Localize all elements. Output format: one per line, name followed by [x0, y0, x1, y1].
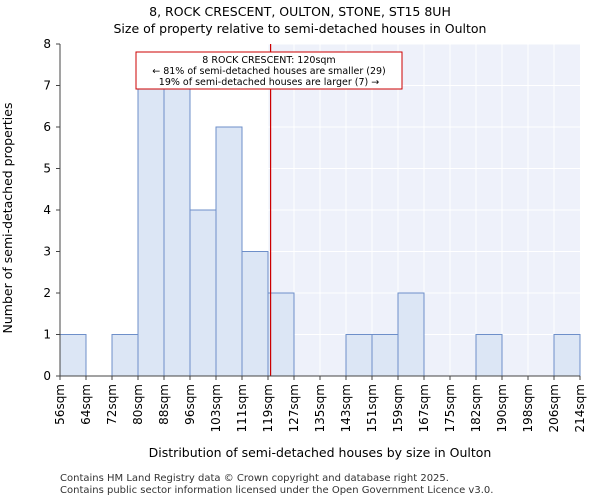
y-tick-label-1: 1 — [43, 328, 51, 342]
x-tick-label-167sqm: 167sqm — [417, 384, 431, 432]
x-tick-label-64sqm: 64sqm — [79, 384, 93, 425]
y-tick-label-4: 4 — [43, 203, 51, 217]
x-tick-label-198sqm: 198sqm — [521, 384, 535, 432]
bar-206sqm — [553, 334, 581, 377]
x-axis-label: Distribution of semi-detached houses by … — [149, 445, 492, 460]
bar-182sqm — [475, 334, 503, 377]
annotation-box — [135, 51, 403, 90]
y-tick-label-7: 7 — [43, 79, 51, 93]
y-tick-label-8: 8 — [43, 37, 51, 51]
x-tick-label-182sqm: 182sqm — [469, 384, 483, 432]
y-tick-label-3: 3 — [43, 245, 51, 259]
x-tick-label-80sqm: 80sqm — [131, 384, 145, 425]
bar-143sqm — [345, 334, 373, 377]
bar-96sqm — [189, 209, 217, 377]
y-tick-label-0: 0 — [43, 369, 51, 383]
bar-56sqm — [59, 334, 87, 377]
annotation-line-3: 19% of semi-detached houses are larger (… — [159, 77, 379, 88]
x-tick-label-127sqm: 127sqm — [287, 384, 301, 432]
bar-72sqm — [111, 334, 139, 377]
y-axis-label: Number of semi-detached properties — [0, 103, 15, 334]
bar-88sqm — [163, 85, 191, 377]
y-tick-label-2: 2 — [43, 286, 51, 300]
x-tick-label-135sqm: 135sqm — [313, 384, 327, 432]
x-tick-label-143sqm: 143sqm — [339, 384, 353, 432]
x-tick-label-56sqm: 56sqm — [53, 384, 67, 425]
x-tick-label-159sqm: 159sqm — [391, 384, 405, 432]
annotation-line-2: ← 81% of semi-detached houses are smalle… — [152, 66, 386, 77]
x-tick-label-214sqm: 214sqm — [573, 384, 587, 432]
x-tick-label-88sqm: 88sqm — [157, 384, 171, 425]
y-tick-label-5: 5 — [43, 162, 51, 176]
x-tick-label-96sqm: 96sqm — [183, 384, 197, 425]
chart-subtitle: Size of property relative to semi-detach… — [113, 21, 487, 36]
bar-159sqm — [397, 292, 425, 377]
x-tick-label-103sqm: 103sqm — [209, 384, 223, 432]
annotation-line-1: 8 ROCK CRESCENT: 120sqm — [202, 55, 335, 66]
bar-111sqm — [241, 251, 269, 377]
footer-licence: Contains public sector information licen… — [60, 485, 494, 496]
bar-80sqm — [137, 85, 165, 377]
chart-title: 8, ROCK CRESCENT, OULTON, STONE, ST15 8U… — [149, 4, 451, 19]
x-tick-label-151sqm: 151sqm — [365, 384, 379, 432]
x-tick-label-119sqm: 119sqm — [261, 384, 275, 432]
bar-119sqm — [267, 292, 295, 377]
y-tick-label-6: 6 — [43, 120, 51, 134]
x-tick-label-175sqm: 175sqm — [443, 384, 457, 432]
x-tick-label-190sqm: 190sqm — [495, 384, 509, 432]
x-tick-label-111sqm: 111sqm — [235, 384, 249, 432]
x-tick-label-72sqm: 72sqm — [105, 384, 119, 425]
footer-copyright: Contains HM Land Registry data © Crown c… — [60, 473, 449, 484]
marker-annotation: 8 ROCK CRESCENT: 120sqm ← 81% of semi-de… — [135, 51, 403, 90]
bar-103sqm — [215, 126, 243, 377]
x-tick-label-206sqm: 206sqm — [547, 384, 561, 432]
bar-151sqm — [371, 334, 399, 377]
